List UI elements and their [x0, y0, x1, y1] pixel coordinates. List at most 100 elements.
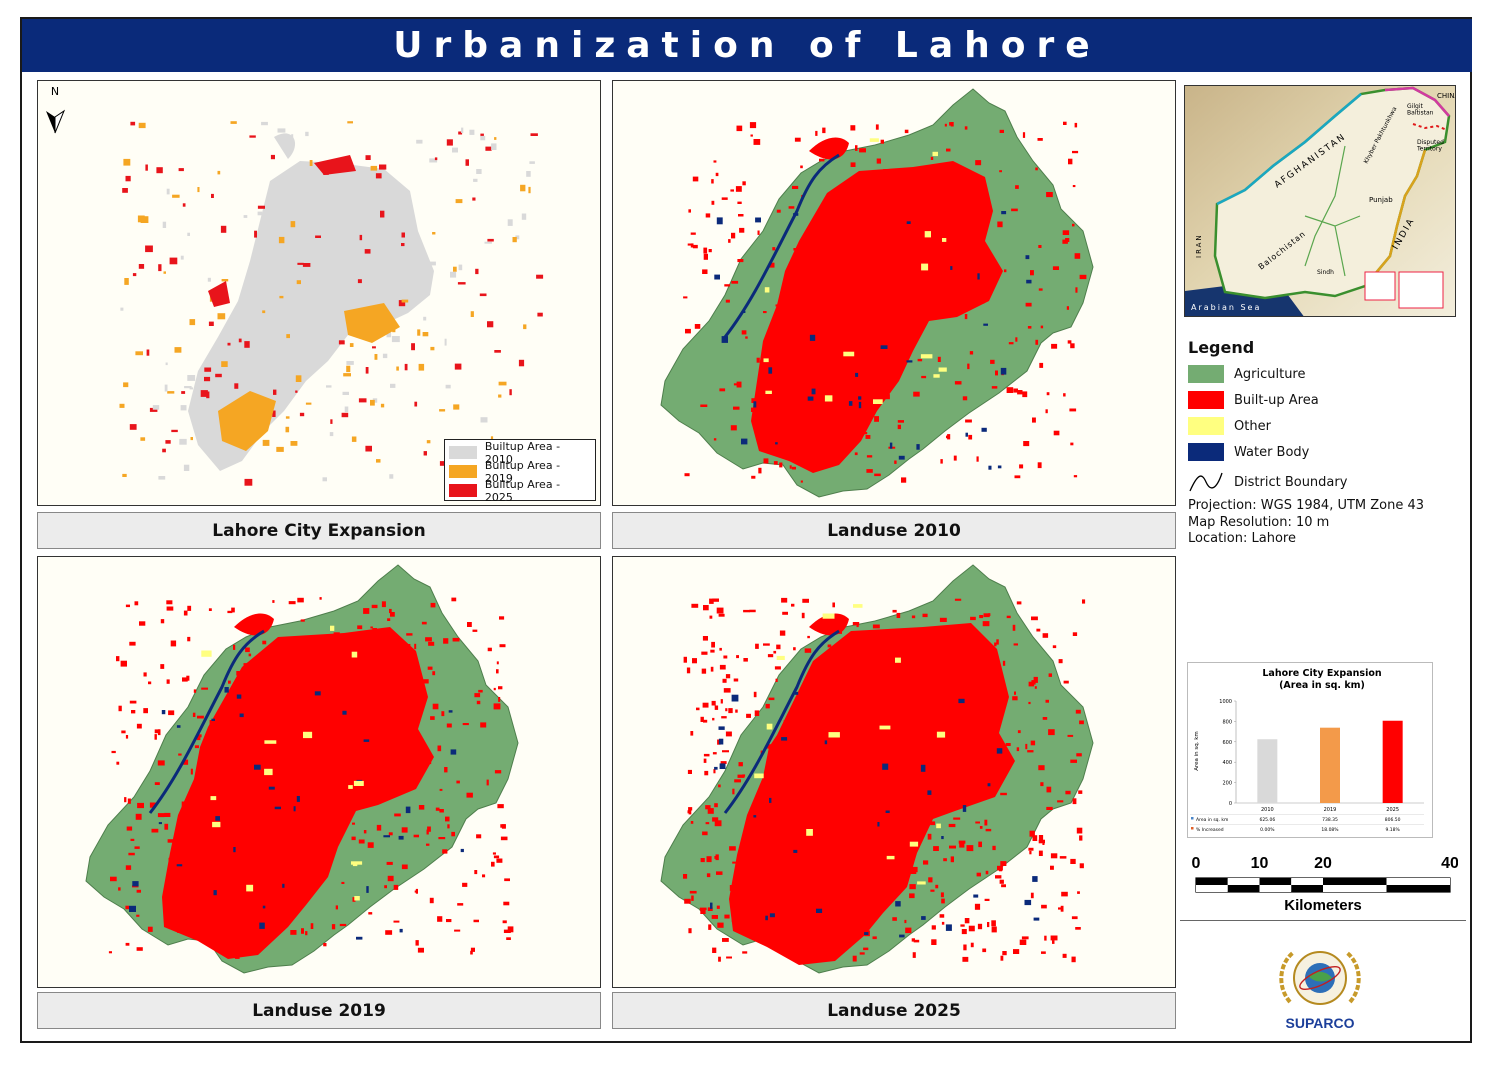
landuse-map-layers	[85, 564, 519, 974]
builtup-patch	[737, 259, 744, 263]
builtup-patch	[958, 752, 965, 756]
water-body	[877, 822, 880, 827]
builtup-patch	[262, 310, 266, 314]
builtup-patch	[940, 892, 944, 898]
builtup-patch	[493, 687, 496, 691]
builtup-patch	[405, 713, 409, 718]
builtup-patch	[973, 638, 977, 644]
builtup-patch	[339, 652, 343, 655]
builtup-patch	[887, 776, 891, 782]
builtup-patch	[325, 654, 330, 658]
builtup-patch	[1005, 743, 1011, 746]
builtup-patch	[896, 721, 903, 724]
water-body	[460, 848, 464, 853]
builtup-patch	[705, 805, 711, 810]
builtup-patch	[886, 269, 893, 275]
builtup-patch	[1030, 740, 1036, 746]
builtup-patch	[496, 661, 499, 665]
builtup-patch	[703, 753, 710, 757]
builtup-patch	[722, 678, 727, 683]
builtup-patch	[399, 658, 405, 664]
builtup-patch	[330, 804, 335, 810]
builtup-patch	[1072, 185, 1076, 188]
builtup-patch	[222, 835, 227, 841]
builtup-patch	[917, 279, 920, 286]
builtup-patch	[351, 836, 356, 841]
builtup-patch	[480, 133, 484, 137]
expansion-caption: Lahore City Expansion	[37, 512, 601, 549]
builtup-patch	[705, 822, 710, 825]
water-body	[714, 274, 720, 280]
builtup-patch	[238, 338, 242, 343]
builtup-patch	[187, 232, 190, 236]
builtup-patch	[871, 917, 875, 921]
builtup-patch	[718, 784, 721, 788]
builtup-patch	[1000, 792, 1007, 796]
builtup-patch	[920, 633, 924, 638]
builtup-patch	[912, 866, 918, 873]
builtup-patch	[717, 922, 724, 928]
other-land	[933, 374, 940, 378]
builtup-patch	[888, 783, 891, 788]
builtup-patch	[1015, 337, 1018, 342]
builtup-patch	[244, 478, 253, 486]
builtup-patch	[146, 349, 150, 356]
builtup-patch	[453, 266, 457, 272]
water-body	[997, 465, 1002, 469]
builtup-patch	[897, 424, 901, 430]
builtup-patch	[291, 134, 294, 140]
builtup-patch	[946, 786, 950, 790]
table-cell: 806.50	[1385, 817, 1401, 823]
builtup-patch	[866, 775, 869, 778]
builtup-patch	[352, 897, 356, 902]
builtup-patch	[138, 122, 146, 129]
builtup-patch	[1028, 847, 1034, 851]
builtup-patch	[163, 271, 166, 274]
builtup-patch	[878, 268, 883, 275]
builtup-patch	[921, 745, 925, 752]
builtup-patch	[491, 143, 497, 150]
builtup-patch	[977, 923, 983, 930]
builtup-patch	[456, 780, 460, 784]
builtup-patch	[808, 415, 813, 420]
builtup-patch	[947, 651, 950, 656]
builtup-patch	[368, 746, 373, 751]
builtup-patch	[859, 952, 865, 955]
builtup-patch	[1011, 208, 1018, 212]
builtup-area	[809, 613, 849, 636]
builtup-patch	[736, 655, 739, 659]
builtup-patch	[780, 798, 784, 804]
builtup-patch	[975, 160, 982, 166]
builtup-patch	[365, 367, 369, 374]
water-body	[161, 710, 166, 715]
expansion-bar-chart: Lahore City Expansion (Area in sq. km) A…	[1187, 662, 1433, 838]
builtup-patch	[988, 760, 993, 767]
builtup-patch	[470, 947, 475, 952]
builtup-patch	[357, 625, 363, 630]
builtup-patch	[169, 257, 178, 265]
builtup-patch	[703, 605, 709, 611]
builtup-patch	[894, 766, 898, 769]
builtup-patch	[480, 135, 486, 141]
water-body	[1032, 876, 1038, 882]
builtup-patch	[317, 643, 321, 649]
builtup-patch	[702, 702, 709, 708]
builtup-patch	[901, 239, 905, 245]
expansion-legend-item-2010: Builtup Area - 2010	[449, 440, 591, 466]
builtup-patch	[136, 889, 141, 893]
river	[723, 153, 840, 338]
north-label: N	[51, 85, 59, 98]
builtup-patch	[480, 417, 488, 423]
builtup-patch	[437, 745, 442, 752]
builtup-patch	[823, 666, 827, 670]
builtup-patch	[949, 845, 956, 849]
builtup-patch	[703, 247, 708, 254]
water-body	[962, 805, 967, 812]
builtup-patch	[411, 343, 415, 351]
builtup-patch	[863, 870, 871, 875]
builtup-patch	[1052, 645, 1057, 649]
builtup-patch	[228, 680, 231, 684]
water-body	[1000, 367, 1007, 375]
builtup-patch	[768, 817, 775, 823]
